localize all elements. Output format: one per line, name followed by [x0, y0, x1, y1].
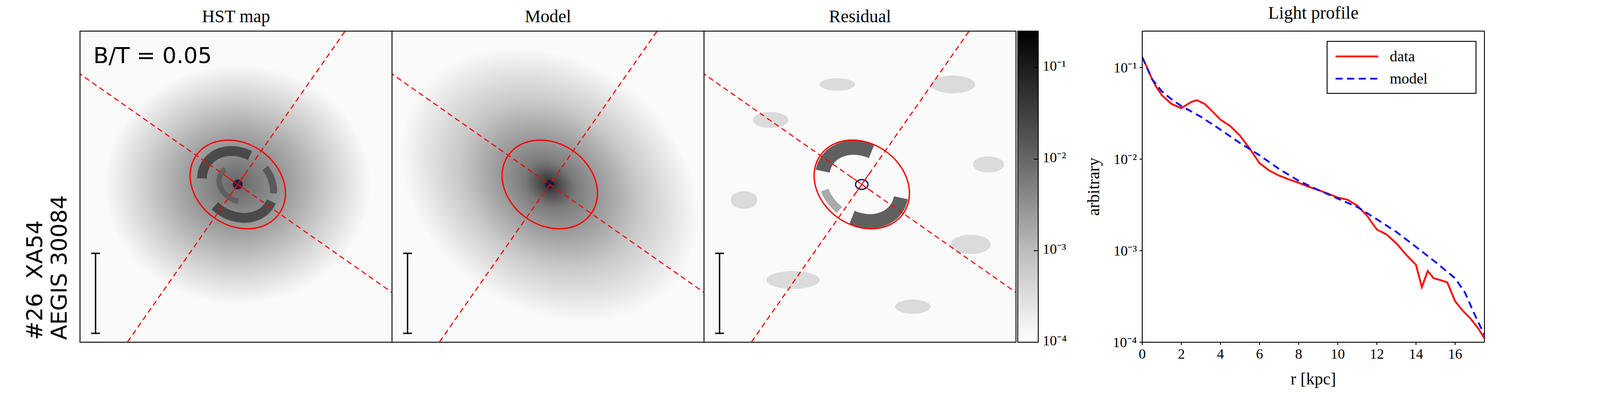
- html-text:Light profile: Light profile: [1268, 2, 1359, 23]
- svg-text:2: 2: [1177, 345, 1185, 362]
- svg-text:12: 12: [1369, 345, 1384, 362]
- svg-text:10⁻¹: 10⁻¹: [1113, 59, 1137, 76]
- svg-text:10⁻⁴: 10⁻⁴: [1112, 334, 1137, 351]
- svg-text:10⁻⁴: 10⁻⁴: [1042, 332, 1067, 349]
- svg-text:Model: Model: [524, 6, 572, 27]
- svg-text:14: 14: [1408, 345, 1424, 362]
- svg-text:10⁻³: 10⁻³: [1113, 242, 1137, 259]
- svg-text:Residual: Residual: [828, 6, 892, 27]
- html-text:model: model: [1389, 70, 1428, 87]
- svg-text:10⁻²: 10⁻²: [1042, 149, 1067, 166]
- svg-text:AEGIS 30084: AEGIS 30084: [46, 195, 72, 340]
- svg-text:10⁻²: 10⁻²: [1113, 151, 1137, 168]
- svg-text:HST map: HST map: [201, 6, 271, 27]
- svg-text:8: 8: [1295, 345, 1303, 362]
- svg-text:r [kpc]: r [kpc]: [1290, 369, 1336, 388]
- svg-text:6: 6: [1256, 345, 1264, 362]
- svg-text:B/T = 0.05: B/T = 0.05: [93, 42, 212, 69]
- svg-text:16: 16: [1448, 345, 1463, 362]
- svg-text:10⁻¹: 10⁻¹: [1042, 57, 1067, 74]
- svg-text:10⁻³: 10⁻³: [1042, 240, 1067, 257]
- svg-text:10: 10: [1330, 345, 1345, 362]
- svg-text:arbitrary: arbitrary: [1084, 157, 1103, 216]
- html-text:data: data: [1389, 48, 1415, 65]
- svg-text:0: 0: [1138, 345, 1146, 362]
- svg-text:#26 XA54: #26 XA54: [21, 220, 48, 340]
- svg-text:4: 4: [1216, 345, 1224, 362]
